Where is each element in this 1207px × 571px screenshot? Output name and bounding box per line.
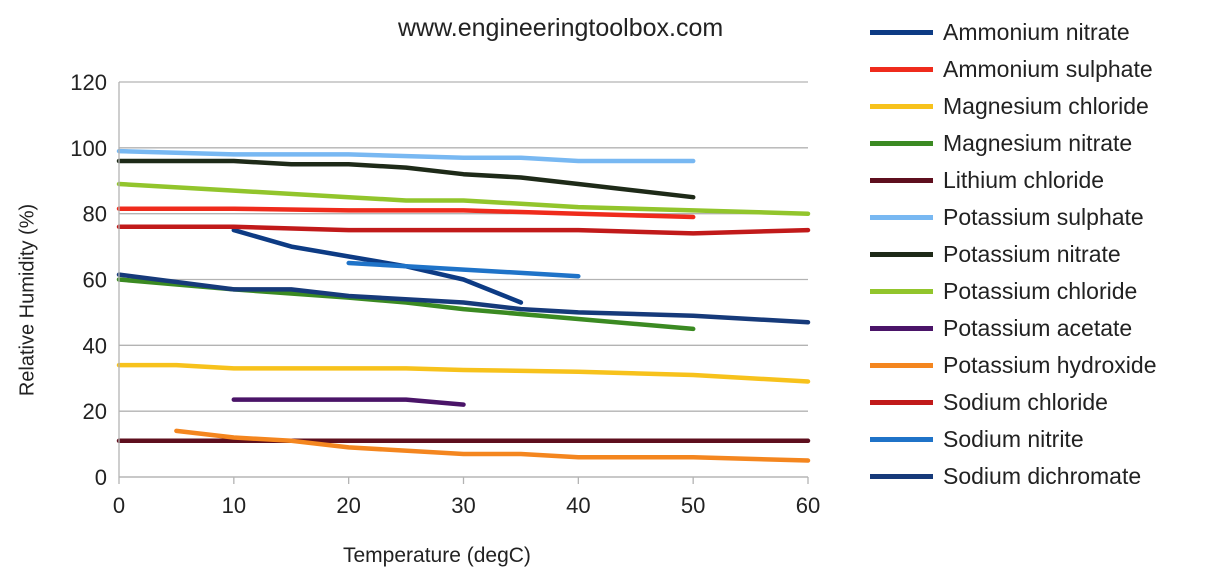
series-line-potassium-sulphate: [116, 148, 696, 164]
series-line-ammonium-sulphate: [116, 206, 696, 220]
series-line-potassium-nitrate: [116, 158, 696, 200]
legend-item-potassium-sulphate: Potassium sulphate: [870, 199, 1207, 236]
y-tick-label: 80: [83, 202, 107, 227]
x-tick-label: 60: [796, 493, 820, 518]
legend-swatch: [870, 252, 933, 257]
legend-label: Potassium hydroxide: [943, 352, 1157, 378]
legend-swatch: [870, 30, 933, 35]
x-tick-label: 10: [222, 493, 246, 518]
legend: Ammonium nitrate Ammonium sulphate Magnesi…: [870, 14, 1207, 495]
legend-label: Magnesium chloride: [943, 93, 1149, 119]
legend-item-sodium-dichromate: Sodium dichromate: [870, 458, 1207, 495]
gridlines: [119, 81, 808, 478]
legend-label: Potassium acetate: [943, 315, 1133, 341]
x-tick-label: 50: [681, 493, 705, 518]
legend-item-potassium-hydroxide: Potassium hydroxide: [870, 347, 1207, 384]
legend-item-potassium-acetate: Potassium acetate: [870, 310, 1207, 347]
legend-swatch: [870, 363, 933, 368]
legend-item-potassium-nitrate: Potassium nitrate: [870, 236, 1207, 273]
x-tick-label: 40: [566, 493, 590, 518]
legend-swatch: [870, 178, 933, 183]
y-tick-label: 20: [83, 399, 107, 424]
series-line-potassium-acetate: [231, 397, 466, 407]
series-line-ammonium-nitrate: [231, 227, 524, 305]
legend-item-magnesium-chloride: Magnesium chloride: [870, 88, 1207, 125]
legend-swatch: [870, 104, 933, 109]
legend-item-sodium-chloride: Sodium chloride: [870, 384, 1207, 421]
series-lines: [116, 148, 811, 463]
y-tick-label: 40: [83, 333, 107, 358]
series-line-magnesium-chloride: [116, 362, 811, 384]
axes: [118, 82, 809, 484]
legend-label: Lithium chloride: [943, 167, 1105, 193]
legend-swatch: [870, 289, 933, 294]
legend-item-magnesium-nitrate: Magnesium nitrate: [870, 125, 1207, 162]
source-watermark: www.engineeringtoolbox.com: [398, 14, 724, 42]
legend-swatch: [870, 215, 933, 220]
legend-item-potassium-chloride: Potassium chloride: [870, 273, 1207, 310]
legend-label: Sodium dichromate: [943, 463, 1142, 489]
legend-item-lithium-chloride: Lithium chloride: [870, 162, 1207, 199]
series-line-sodium-chloride: [116, 224, 811, 236]
y-tick-label: 100: [70, 136, 107, 161]
legend-label: Sodium nitrite: [943, 426, 1084, 452]
legend-item-ammonium-sulphate: Ammonium sulphate: [870, 51, 1207, 88]
y-tick-label: 120: [70, 70, 107, 95]
series-line-potassium-hydroxide: [174, 428, 811, 463]
legend-swatch: [870, 400, 933, 405]
tick-labels: 0 20 40 60 80 100 120 0 10 20 30 40 50 60: [70, 70, 820, 518]
legend-swatch: [870, 437, 933, 442]
legend-label: Ammonium nitrate: [943, 19, 1130, 45]
series-line-potassium-chloride: [116, 181, 811, 216]
legend-label: Potassium sulphate: [943, 204, 1144, 230]
series-line-sodium-nitrite: [346, 260, 581, 279]
x-tick-label: 20: [336, 493, 360, 518]
legend-label: Ammonium sulphate: [943, 56, 1153, 82]
legend-swatch: [870, 67, 933, 72]
legend-swatch: [870, 141, 933, 146]
y-tick-label: 0: [95, 465, 107, 490]
x-tick-label: 30: [451, 493, 475, 518]
y-tick-label: 60: [83, 268, 107, 293]
legend-item-sodium-nitrite: Sodium nitrite: [870, 421, 1207, 458]
y-axis-label: Relative Humidity (%): [16, 203, 39, 397]
legend-swatch: [870, 326, 933, 331]
series-line-sodium-dichromate: [116, 272, 811, 325]
x-tick-label: 0: [113, 493, 125, 518]
legend-label: Magnesium nitrate: [943, 130, 1133, 156]
x-axis-label: Temperature (degC): [343, 544, 531, 567]
legend-label: Potassium nitrate: [943, 241, 1121, 267]
legend-label: Sodium chloride: [943, 389, 1108, 415]
legend-label: Potassium chloride: [943, 278, 1138, 304]
legend-swatch: [870, 474, 933, 479]
legend-item-ammonium-nitrate: Ammonium nitrate: [870, 14, 1207, 51]
